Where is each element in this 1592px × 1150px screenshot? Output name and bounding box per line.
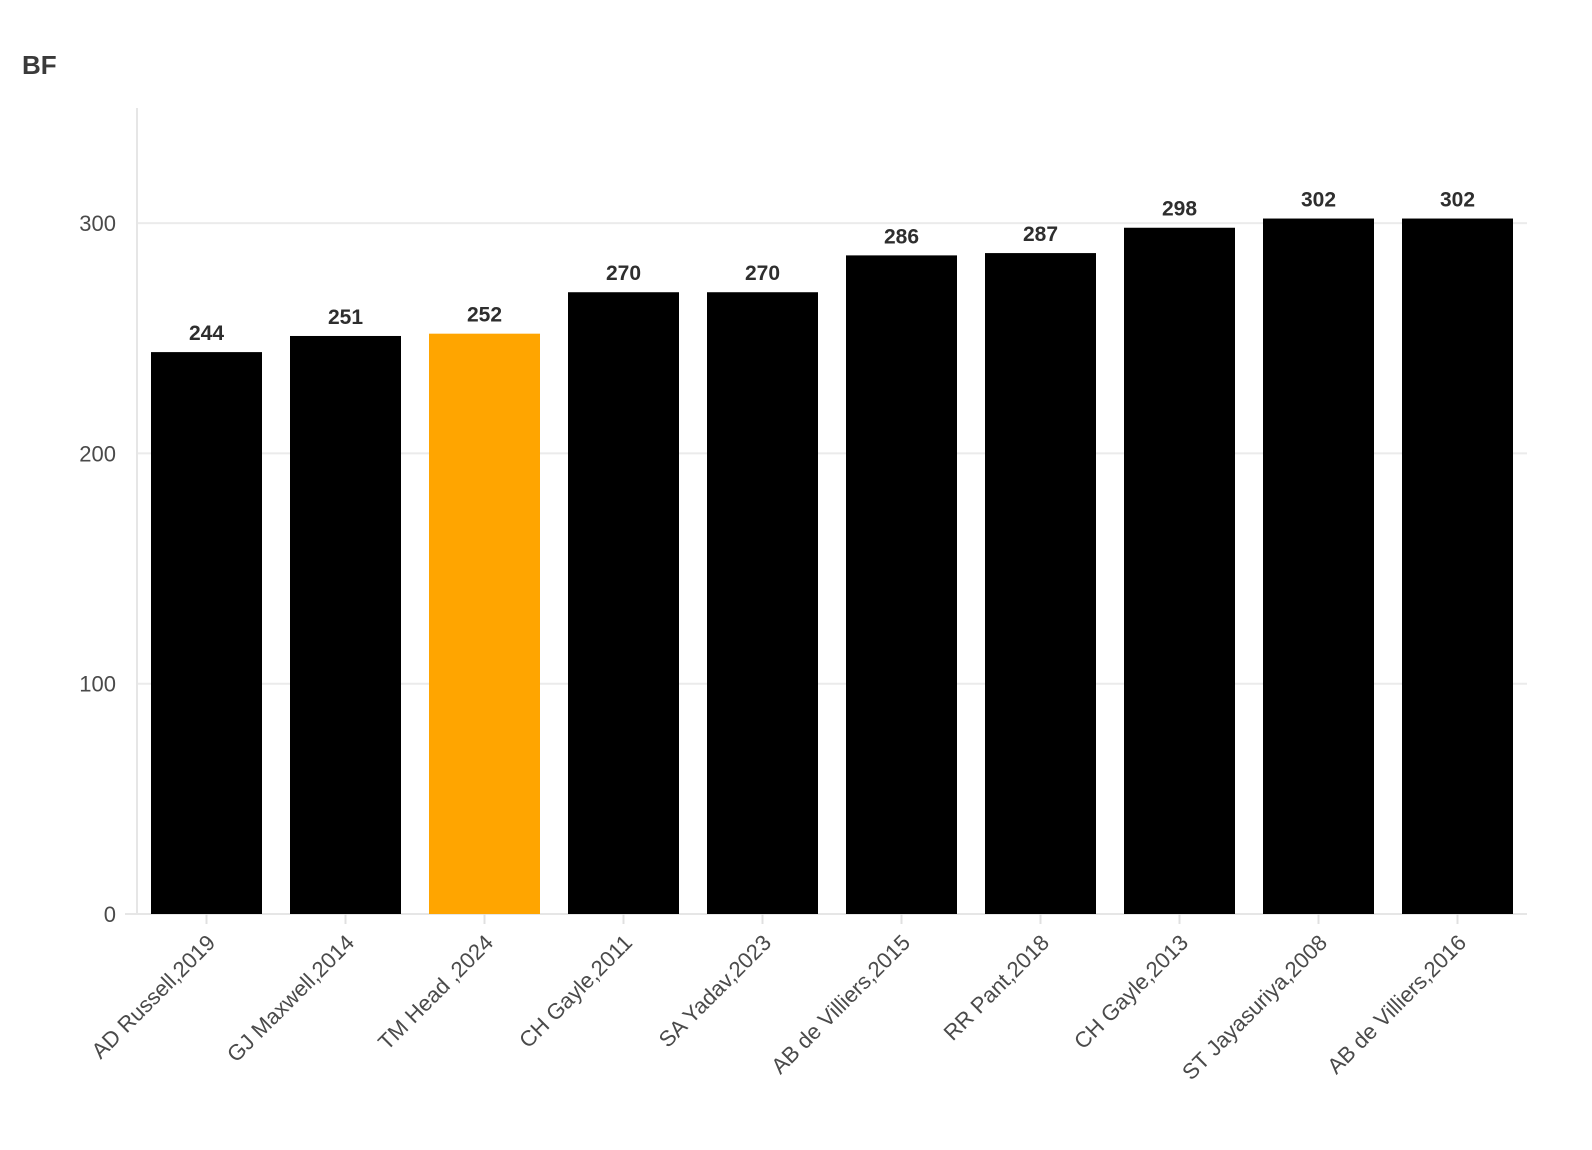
y-tick-label: 300 [79, 211, 116, 236]
data-label: 251 [328, 306, 363, 329]
y-tick-label: 200 [79, 441, 116, 466]
x-tick-label: GJ Maxwell,2014 [222, 930, 359, 1067]
data-label: 244 [189, 322, 224, 345]
data-label: 252 [467, 304, 502, 327]
data-label: 287 [1023, 223, 1058, 246]
data-label: 298 [1162, 198, 1197, 221]
data-labels: 244 251 252 270 270 286 287 298 302 302 [189, 189, 1475, 346]
y-tick-labels: 0 100 200 300 [79, 211, 116, 927]
x-tick-label: ST Jayasuriya,2008 [1177, 930, 1332, 1085]
bar [1124, 227, 1235, 915]
x-tick-label: TM Head ,2024 [373, 930, 498, 1055]
bar [429, 333, 540, 914]
bar [846, 255, 957, 914]
data-label: 302 [1440, 189, 1475, 212]
x-tick-label: RR Pant,2018 [939, 930, 1054, 1045]
data-label: 286 [884, 225, 919, 248]
bar [290, 335, 401, 914]
x-tick-label: AB de Villiers,2016 [1322, 930, 1471, 1079]
x-tick-label: AB de Villiers,2015 [766, 930, 915, 1079]
x-tick-labels: AD Russell,2019 GJ Maxwell,2014 TM Head ,2… [86, 930, 1471, 1085]
data-label: 270 [745, 262, 780, 285]
x-tick-label: CH Gayle,2013 [1069, 930, 1193, 1054]
bar [568, 292, 679, 914]
x-tick-label: AD Russell,2019 [86, 930, 220, 1064]
x-tick-label: CH Gayle,2011 [514, 930, 637, 1053]
x-tick-label: SA Yadav,2023 [654, 930, 776, 1052]
y-axis-label: BF [22, 50, 57, 80]
bar [985, 253, 1096, 914]
bars [151, 218, 1513, 915]
data-label: 302 [1301, 189, 1336, 212]
bar [707, 292, 818, 914]
y-tick-label: 100 [79, 672, 116, 697]
data-label: 270 [606, 262, 641, 285]
y-tick-label: 0 [104, 902, 116, 927]
bar [1263, 218, 1374, 915]
bar [1402, 218, 1513, 915]
bar [151, 352, 262, 914]
